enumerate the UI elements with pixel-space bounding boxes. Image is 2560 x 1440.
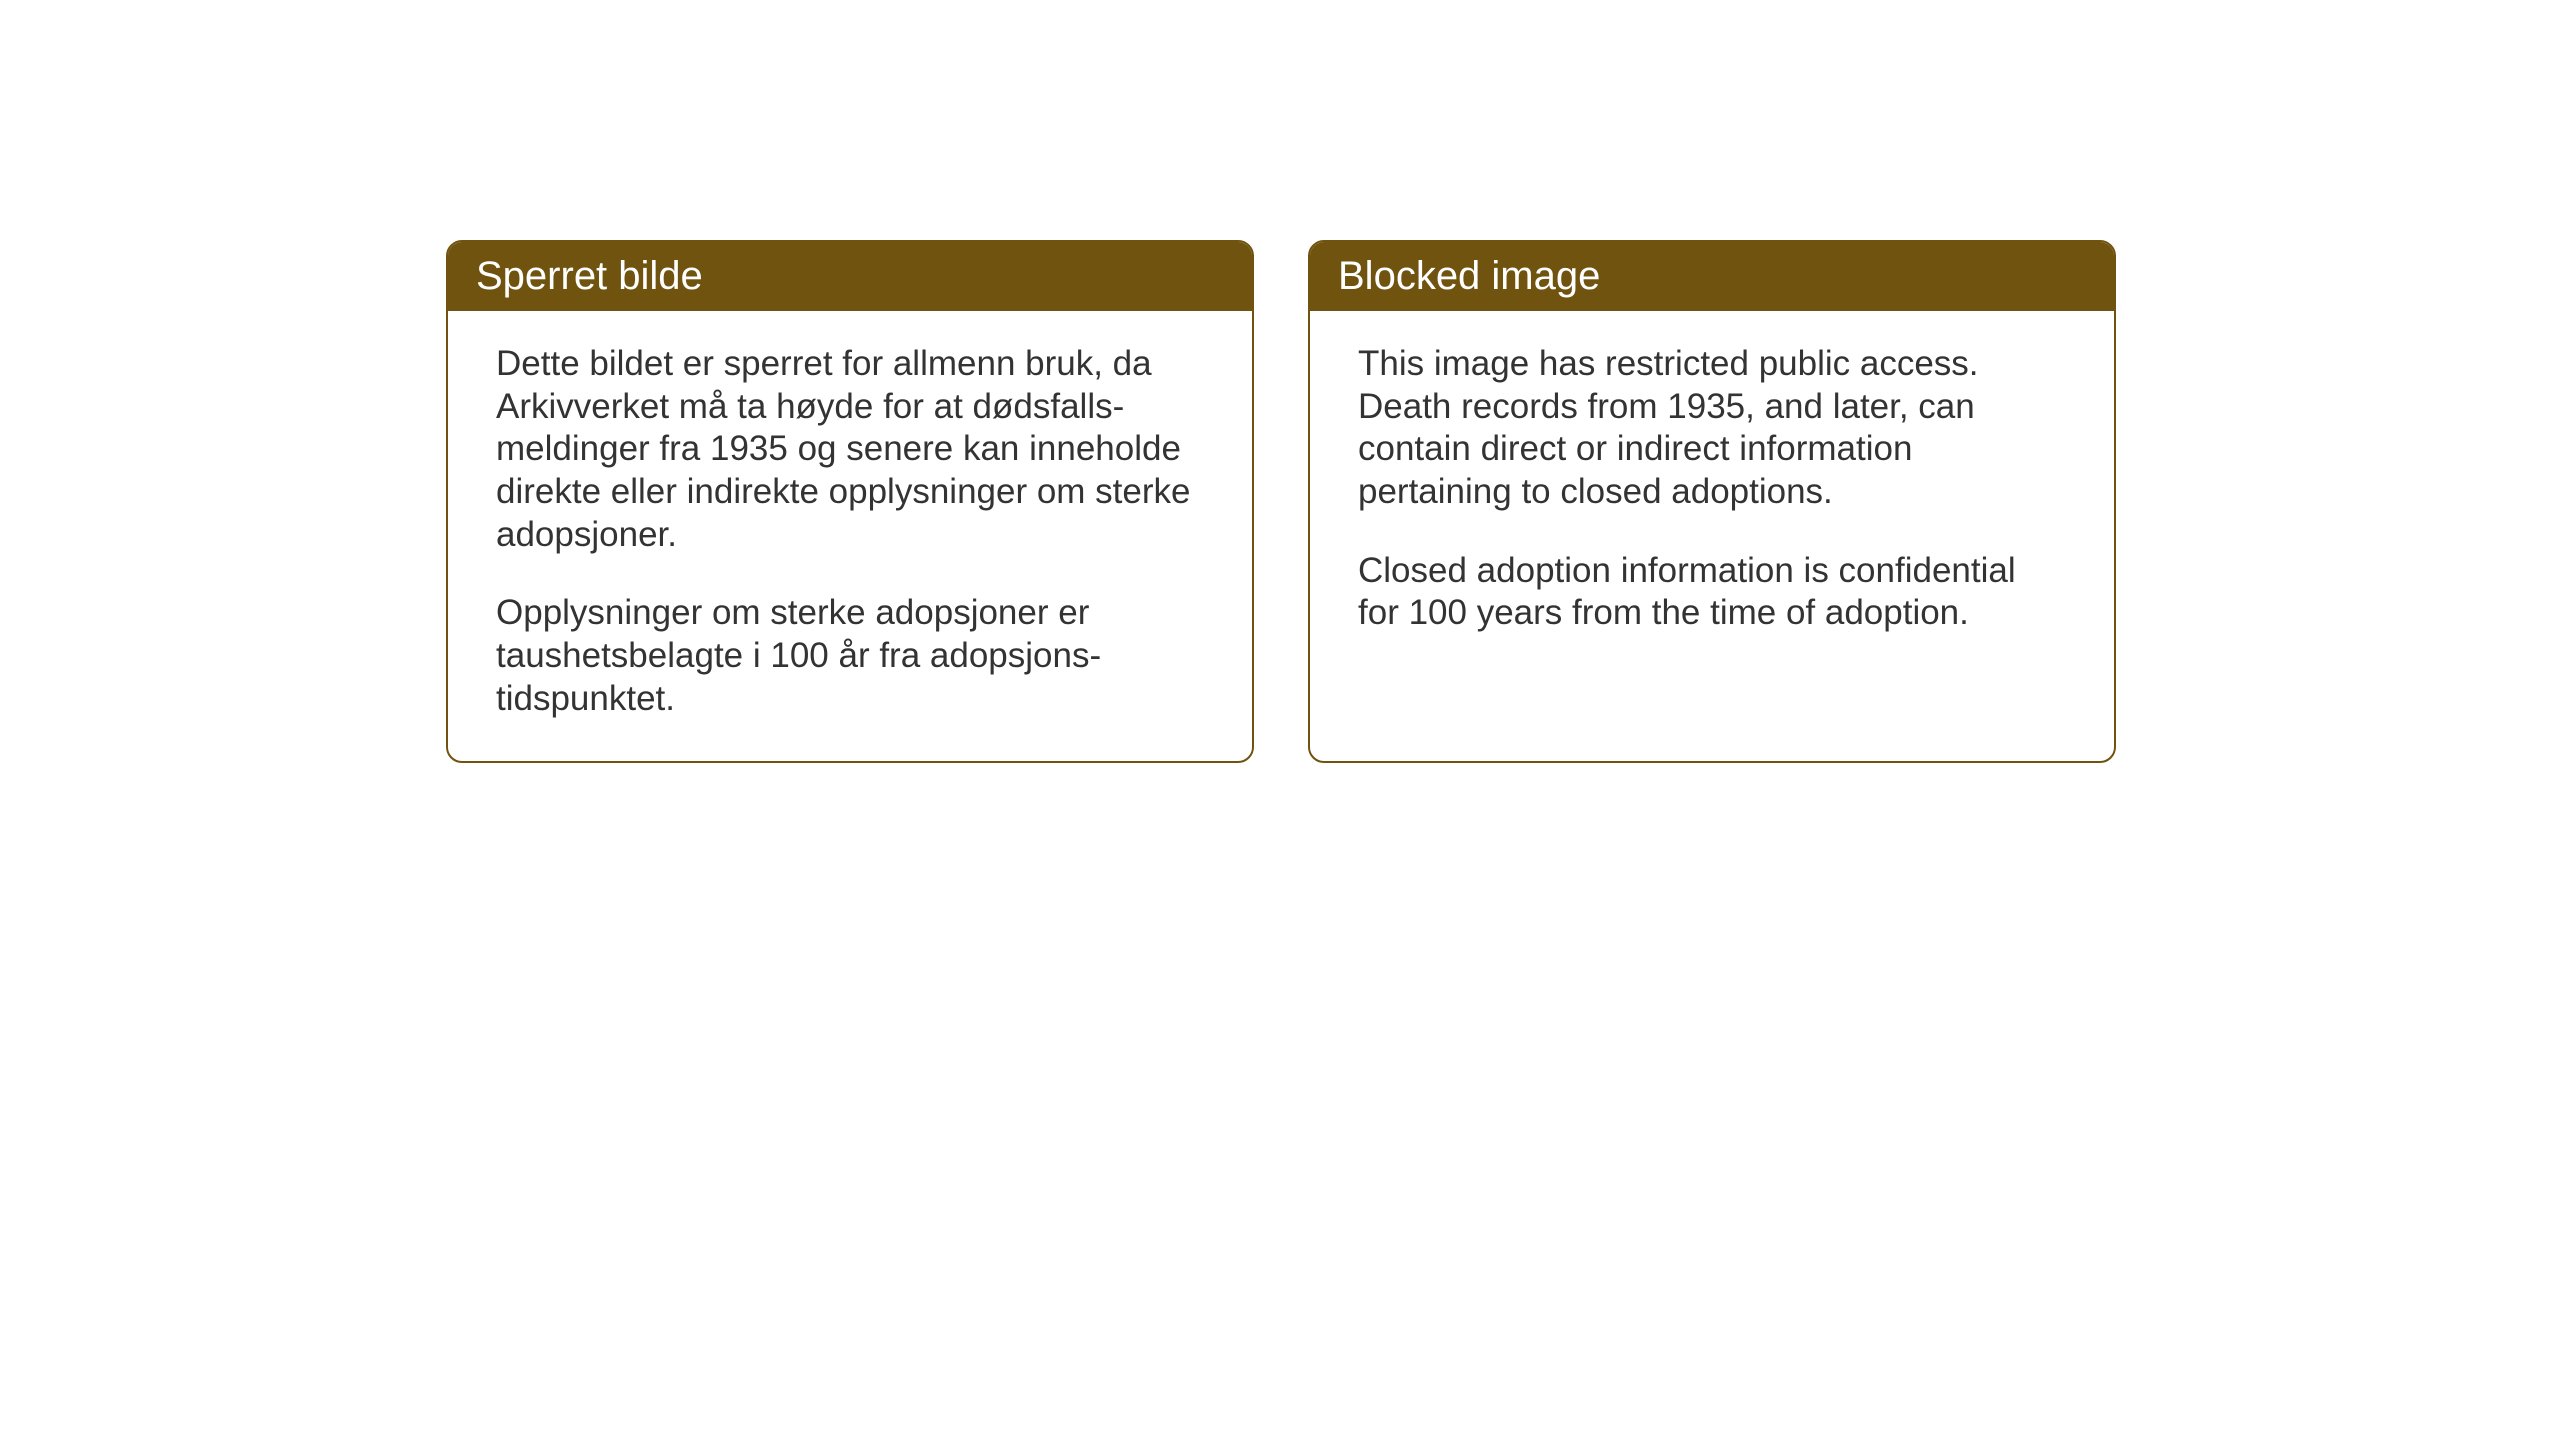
card-title-norwegian: Sperret bilde bbox=[476, 254, 703, 298]
card-paragraph-norwegian-1: Dette bildet er sperret for allmenn bruk… bbox=[496, 343, 1204, 556]
notice-card-norwegian: Sperret bilde Dette bildet er sperret fo… bbox=[446, 240, 1254, 763]
card-paragraph-norwegian-2: Opplysninger om sterke adopsjoner er tau… bbox=[496, 592, 1204, 720]
card-title-english: Blocked image bbox=[1338, 254, 1600, 298]
card-body-english: This image has restricted public access.… bbox=[1310, 311, 2114, 675]
notice-card-english: Blocked image This image has restricted … bbox=[1308, 240, 2116, 763]
card-header-english: Blocked image bbox=[1310, 242, 2114, 311]
card-paragraph-english-2: Closed adoption information is confident… bbox=[1358, 550, 2066, 635]
card-paragraph-english-1: This image has restricted public access.… bbox=[1358, 343, 2066, 514]
card-body-norwegian: Dette bildet er sperret for allmenn bruk… bbox=[448, 311, 1252, 761]
notice-container: Sperret bilde Dette bildet er sperret fo… bbox=[446, 240, 2116, 763]
card-header-norwegian: Sperret bilde bbox=[448, 242, 1252, 311]
